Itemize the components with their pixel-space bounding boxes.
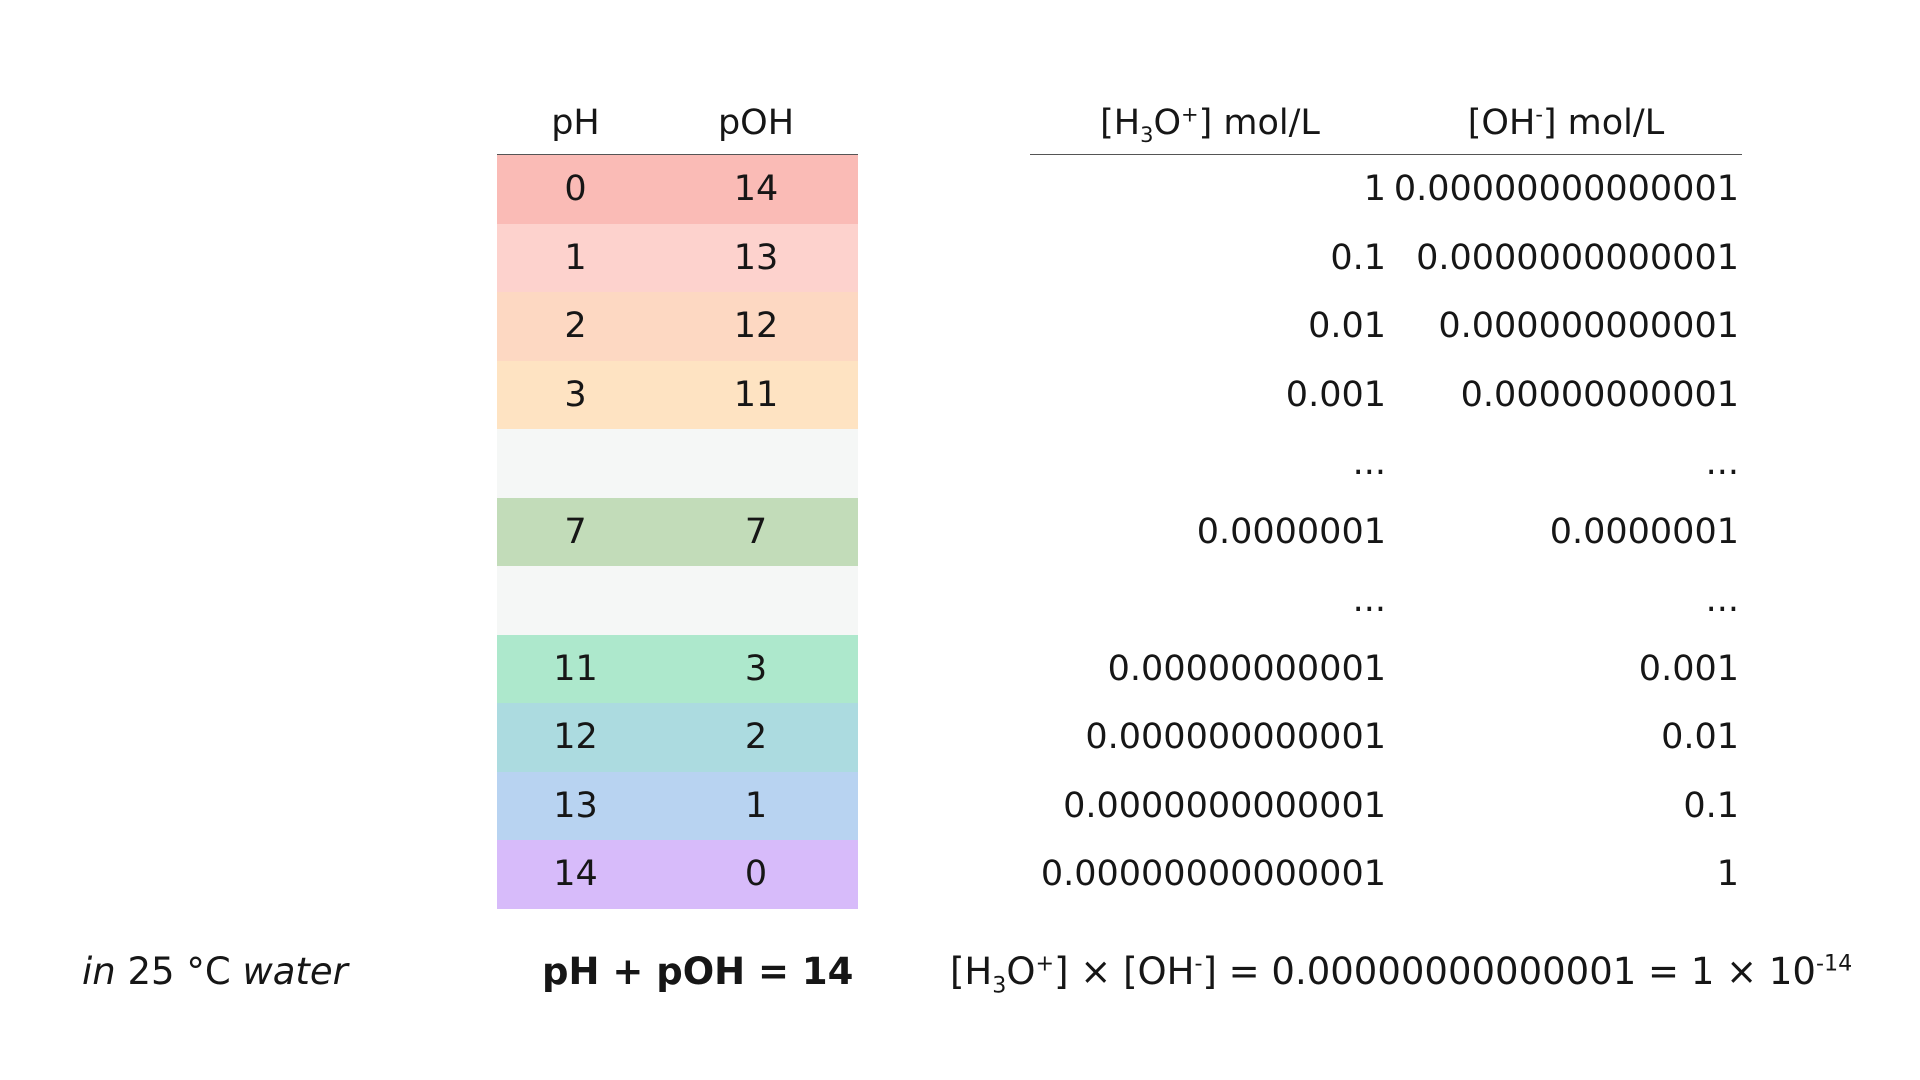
ph-table-row: 3 11 [497,360,858,429]
oh-concentration: 0.001 [1638,648,1739,689]
concentration-table-row: 0.00000000000001 1 [1030,840,1742,909]
poh-value: 7 [744,511,768,552]
ph-table-row [497,566,858,635]
ph-value: 7 [564,511,587,552]
oh-concentration: ... [1705,580,1739,621]
oh-concentration: 1 [1716,854,1739,895]
ph-value: 13 [553,785,598,826]
concentration-table-row: 0.00000000001 0.001 [1030,635,1742,704]
poh-value: 1 [744,785,768,826]
oh-concentration: 0.01 [1661,717,1739,758]
concentration-table-row: 0.0000000000001 0.1 [1030,772,1742,841]
ph-table-row: 1 13 [497,223,858,292]
oh-concentration: 0.00000000000001 [1393,169,1739,210]
h3o-concentration: 0.01 [1308,306,1386,347]
condition-note: in 25 °C water [82,950,348,993]
ph-table-body: 0 14 1 13 2 12 3 11 7 7 11 3 12 2 13 1 14 0 [497,155,858,909]
concentration-table-row: 0.1 0.0000000000001 [1030,224,1742,293]
poh-value: 0 [744,854,768,895]
concentration-table: [H3O+] mol/L [OH-] mol/L 1 0.000000000000… [1030,92,1742,909]
concentration-table-row: 0.000000000001 0.01 [1030,703,1742,772]
h3o-concentration: ... [1352,580,1386,621]
ph-table-row: 12 2 [497,703,858,772]
ph-value: 12 [553,717,598,758]
ph-table-row: 11 3 [497,634,858,703]
oh-concentration: 0.00000000001 [1460,374,1739,415]
poh-column-header: pOH [717,103,795,143]
concentration-table-row: ...... [1030,429,1742,498]
h3o-concentration: 0.0000000000001 [1063,785,1386,826]
poh-value: 12 [733,306,779,347]
oh-concentration: 0.1 [1683,785,1739,826]
ph-value: 1 [564,237,587,278]
ion-product-equation: [H3O+] × [OH-] = 0.00000000000001 = 1 × … [950,950,1853,999]
concentration-table-row: 0.001 0.00000000001 [1030,361,1742,430]
h3o-column-header: [H3O+] mol/L [1100,102,1320,147]
h3o-concentration: ... [1352,443,1386,484]
poh-value: 2 [744,717,768,758]
ph-value: 3 [564,374,587,415]
ph-value: 14 [553,854,598,895]
h3o-concentration: 0.00000000001 [1107,648,1386,689]
concentration-table-row: 0.01 0.000000000001 [1030,292,1742,361]
poh-value: 14 [733,169,779,210]
ph-value: 11 [553,648,598,689]
concentration-table-row: 0.0000001 0.0000001 [1030,498,1742,567]
oh-concentration: 0.000000000001 [1438,306,1739,347]
ph-column-header: pH [551,103,600,143]
h3o-concentration: 0.000000000001 [1085,717,1386,758]
oh-concentration: 0.0000000000001 [1416,237,1739,278]
concentration-table-header: [H3O+] mol/L [OH-] mol/L [1030,92,1742,155]
concentration-table-body: 1 0.00000000000001 0.1 0.0000000000001 0.01 0… [1030,155,1742,909]
ph-table-header: pH pOH [497,92,858,155]
ph-table-row: 2 12 [497,292,858,361]
poh-value: 3 [744,648,768,689]
ph-poh-table: pH pOH 0 14 1 13 2 12 3 11 7 7 11 3 12 2 13 1 14 0 [497,92,858,909]
ph-table-row: 0 14 [497,155,858,224]
h3o-concentration: 0.001 [1285,374,1386,415]
ph-value: 0 [564,169,587,210]
poh-value: 13 [733,237,779,278]
ph-sum-equation: pH + pOH = 14 [542,950,854,993]
concentration-table-row: 1 0.00000000000001 [1030,155,1742,224]
oh-concentration: 0.0000001 [1549,511,1739,552]
h3o-concentration: 0.00000000000001 [1040,854,1386,895]
h3o-concentration: 0.0000001 [1196,511,1386,552]
oh-concentration: ... [1705,443,1739,484]
ph-value: 2 [564,306,587,347]
concentration-table-row: ...... [1030,566,1742,635]
oh-column-header: [OH-] mol/L [1467,102,1665,143]
h3o-concentration: 1 [1363,169,1386,210]
poh-value: 11 [733,374,779,415]
ph-table-row [497,429,858,498]
ph-table-row: 14 0 [497,840,858,909]
h3o-concentration: 0.1 [1330,237,1386,278]
ph-table-row: 13 1 [497,771,858,840]
